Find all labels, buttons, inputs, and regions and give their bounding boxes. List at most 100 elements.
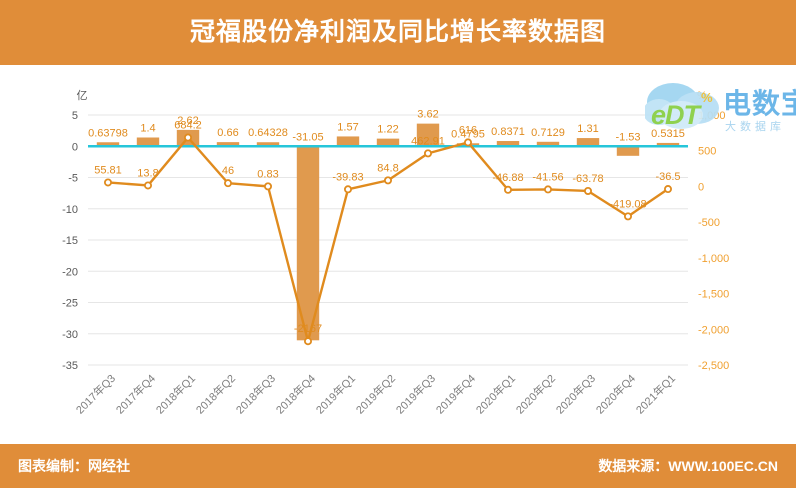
line-marker [223,179,232,188]
bar [136,137,160,147]
y2-axis-tick-label: -500 [698,217,720,229]
line-value-label: 0.83 [257,168,278,180]
bar [416,123,440,147]
bar [96,142,120,147]
bar-value-label: 0.64328 [248,127,288,139]
y-axis-tick-label: -15 [62,235,78,247]
y2-axis-tick-label: 0 [698,181,704,193]
bar-value-label: 0.63798 [88,127,128,139]
bar [616,146,640,156]
x-axis-category-label: 2019年Q1 [313,371,358,416]
chart-plot-container: 0.63798 1.4 2.62 0.66 0.64328 -31.05 1.57 1.22 3… [0,65,796,444]
bar [576,138,600,147]
page-title: 冠福股份净利润及同比增长率数据图 [189,18,606,46]
line-value-label: 84.8 [377,162,398,174]
y-axis-unit-label: 亿 [77,89,88,102]
x-axis-category-label: 2018年Q1 [153,371,198,416]
line-marker [463,138,472,147]
line-marker [503,185,512,194]
data-labels: 0.63798 1.4 2.62 0.66 0.64328 -31.05 1.57 1.22 3… [88,109,685,336]
x-axis-category-label: 2018年Q4 [273,371,318,416]
bar-value-label: 1.57 [337,121,358,133]
line-marker [624,212,633,221]
y-axis-tick-label: 5 [72,110,78,122]
bar [256,142,280,147]
bar-value-label: 1.4 [140,123,155,135]
x-axis-category-label: 2020年Q4 [593,371,638,416]
line-value-label: -63.78 [572,173,603,185]
x-axis-category-label: 2020年Q1 [473,371,518,416]
bar-value-label: -31.05 [292,131,323,143]
bar [336,136,360,147]
bar-series [88,123,688,341]
line-marker [343,185,352,194]
header-banner: 冠福股份净利润及同比增长率数据图 [0,0,796,65]
line-marker [383,176,392,185]
x-axis-category-label: 2017年Q3 [73,371,118,416]
line-series [104,133,673,346]
line-value-label: 462.91 [411,135,445,147]
bar-value-label: 0.7129 [531,127,565,139]
footer-source: 数据来源：WWW.100EC.CN [598,458,778,474]
x-axis-category-label: 2019年Q2 [353,371,398,416]
bar-value-label: 1.31 [577,123,598,135]
bar-value-label: 2.62 [177,115,198,127]
bar [496,141,520,147]
chart-svg: 0.63798 1.4 2.62 0.66 0.64328 -31.05 1.57 1.22 3… [62,89,729,417]
bar [376,138,400,147]
y2-axis-tick-label: -1,000 [698,253,729,265]
line-value-label: -46.88 [492,172,523,184]
y-axis-tick-label: -20 [62,266,78,278]
line-marker [544,185,553,194]
y2-axis-tick-label: -1,500 [698,289,729,301]
line-value-label: -36.5 [655,171,680,183]
line-value-label: -41.56 [532,171,563,183]
y2-axis-tick-label: -2,500 [698,360,729,372]
line-value-label: 55.81 [94,164,122,176]
x-axis-category-label: 2019年Q3 [393,371,438,416]
grid-lines [88,114,688,366]
bar [216,142,240,147]
y-axis-tick-label: -10 [62,204,78,216]
bar-value-label: 0.5315 [651,128,685,140]
bar-value-label: -1.53 [615,131,640,143]
x-axis-category-label: 2019年Q4 [433,371,478,416]
line-value-label: 616 [459,124,477,136]
bar [656,142,680,147]
y-axis-tick-label: -25 [62,298,78,310]
line-marker [423,149,432,158]
bar [296,146,320,341]
bar-value-label: 0.4795 [451,128,485,140]
line-marker [664,185,673,194]
x-axis-category-label: 2018年Q3 [233,371,278,416]
line-value-label: -39.83 [332,171,363,183]
x-axis-category-label: 2020年Q2 [513,371,558,416]
line-marker [143,181,152,190]
x-axis-category-label: 2018年Q2 [193,371,238,416]
bar-value-label: 1.22 [377,124,398,136]
footer-credit: 图表编制：网经社 [18,458,130,474]
y-axis-tick-label: -5 [68,173,78,185]
bar-value-label: 0.66 [217,127,238,139]
line-value-label: 13.8 [137,167,158,179]
line-value-label: 684.2 [174,120,202,132]
line-value-label: -419.08 [609,198,646,210]
line-marker [183,133,192,142]
line-value-label: -2167 [294,323,322,335]
bar [536,141,560,147]
y-axis-tick-label: 0 [72,141,78,153]
line-marker [104,178,113,187]
x-axis-category-label: 2021年Q1 [633,371,678,416]
y2-axis-unit-label: % [697,90,707,102]
line-marker [584,186,593,195]
bar-value-label: 3.62 [417,109,438,121]
y-axis-tick-label: -30 [62,329,78,341]
line-value-label: 46 [222,165,234,177]
y2-axis-tick-label: 1,000 [698,110,726,122]
line-marker [263,182,272,191]
y2-axis-tick-label: -2,000 [698,324,729,336]
x-axis-category-label: 2020年Q3 [553,371,598,416]
x-axis-category-label: 2017年Q4 [113,371,158,416]
y2-axis-tick-label: 500 [698,146,716,158]
